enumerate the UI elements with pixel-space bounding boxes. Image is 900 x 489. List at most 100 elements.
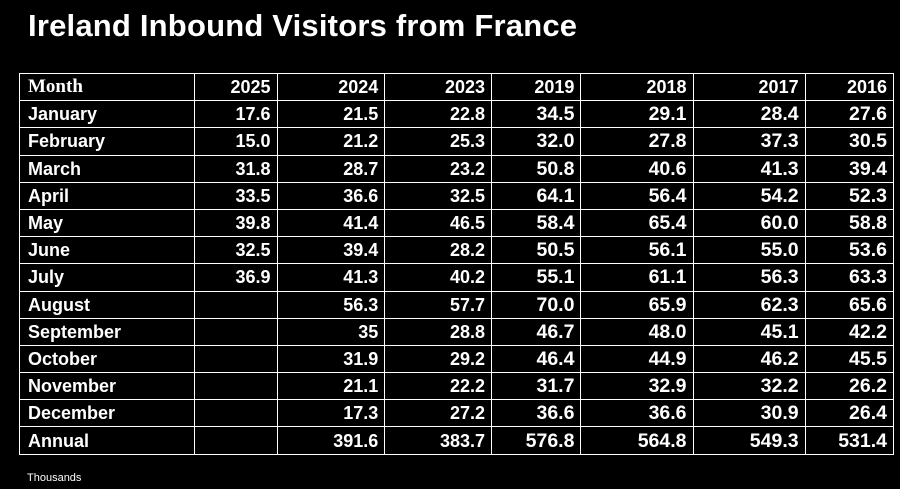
- value-cell: 32.5: [384, 181, 492, 210]
- value-cell: 23.2: [384, 154, 492, 183]
- value-cell: 549.3: [692, 426, 806, 455]
- value-cell: 60.0: [692, 208, 806, 238]
- value-cell: 63.3: [804, 263, 895, 292]
- year-column-header: 2024: [276, 72, 386, 102]
- value-cell: 56.1: [580, 236, 694, 265]
- year-column-header: 2025: [193, 72, 278, 102]
- table-row: May 39.8 41.4 46.5 58.4 65.4 60.0 58.8: [19, 208, 895, 238]
- value-cell: 64.1: [490, 181, 582, 210]
- table-row: January 17.6 21.5 22.8 34.5 29.1 28.4 27.6: [19, 100, 895, 129]
- value-cell: 33.5: [193, 181, 278, 210]
- value-cell: 21.1: [276, 372, 386, 401]
- value-cell: 50.5: [490, 236, 582, 265]
- value-cell: 25.3: [384, 127, 492, 156]
- value-cell: 46.7: [490, 317, 582, 346]
- value-cell: 35: [276, 317, 386, 346]
- value-cell: 30.9: [692, 399, 806, 428]
- value-cell: 46.5: [384, 208, 492, 238]
- value-cell: 383.7: [384, 426, 492, 455]
- value-cell: 45.5: [804, 344, 895, 374]
- table-row: March 31.8 28.7 23.2 50.8 40.6 41.3 39.4: [19, 154, 895, 183]
- value-cell: 57.7: [384, 290, 492, 319]
- value-cell: 32.9: [580, 372, 694, 401]
- value-cell: 65.9: [580, 290, 694, 319]
- value-cell: 56.3: [276, 290, 386, 319]
- value-cell: [193, 344, 278, 374]
- value-cell: 26.4: [804, 399, 895, 428]
- units-footnote: Thousands: [27, 472, 82, 484]
- value-cell: 22.8: [384, 100, 492, 129]
- value-cell: 32.0: [490, 127, 582, 156]
- value-cell: 531.4: [804, 426, 895, 455]
- value-cell: 28.2: [384, 236, 492, 265]
- value-cell: 44.9: [580, 344, 694, 374]
- value-cell: 56.4: [580, 181, 694, 210]
- value-cell: 15.0: [193, 127, 278, 156]
- value-cell: 17.6: [193, 100, 278, 129]
- table-row: Annual 391.6 383.7 576.8 564.8 549.3 531.4: [19, 426, 895, 455]
- value-cell: [193, 372, 278, 401]
- row-label: May: [19, 208, 195, 238]
- value-cell: 36.6: [276, 181, 386, 210]
- value-cell: [193, 399, 278, 428]
- value-cell: 34.5: [490, 100, 582, 129]
- value-cell: 36.6: [490, 399, 582, 428]
- month-column-header: Month: [19, 72, 195, 102]
- value-cell: [193, 317, 278, 346]
- value-cell: 28.7: [276, 154, 386, 183]
- value-cell: 40.2: [384, 263, 492, 292]
- row-label: July: [19, 263, 195, 292]
- table-row: October 31.9 29.2 46.4 44.9 46.2 45.5: [19, 344, 895, 374]
- value-cell: 48.0: [580, 317, 694, 346]
- value-cell: 29.1: [580, 100, 694, 129]
- value-cell: 39.4: [804, 154, 895, 183]
- year-column-header: 2018: [580, 72, 694, 102]
- row-label: March: [19, 154, 195, 183]
- value-cell: 37.3: [692, 127, 806, 156]
- row-label: Annual: [19, 426, 195, 455]
- value-cell: 54.2: [692, 181, 806, 210]
- table-row: August 56.3 57.7 70.0 65.9 62.3 65.6: [19, 290, 895, 319]
- value-cell: 32.5: [193, 236, 278, 265]
- value-cell: 22.2: [384, 372, 492, 401]
- row-label: September: [19, 317, 195, 346]
- year-column-header: 2023: [384, 72, 492, 102]
- value-cell: 28.8: [384, 317, 492, 346]
- value-cell: 52.3: [804, 181, 895, 210]
- value-cell: 39.4: [276, 236, 386, 265]
- value-cell: 32.2: [692, 372, 806, 401]
- value-cell: 27.2: [384, 399, 492, 428]
- table-row: November 21.1 22.2 31.7 32.9 32.2 26.2: [19, 372, 895, 401]
- value-cell: 70.0: [490, 290, 582, 319]
- value-cell: 31.9: [276, 344, 386, 374]
- table-body: January 17.6 21.5 22.8 34.5 29.1 28.4 27.6 Febru…: [19, 100, 895, 455]
- value-cell: 58.8: [804, 208, 895, 238]
- row-label: February: [19, 127, 195, 156]
- value-cell: 62.3: [692, 290, 806, 319]
- row-label: October: [19, 344, 195, 374]
- value-cell: 65.6: [804, 290, 895, 319]
- value-cell: 31.8: [193, 154, 278, 183]
- value-cell: 30.5: [804, 127, 895, 156]
- header-row: Month 2025 2024 2023 2019 2018 2017 2016: [19, 72, 895, 102]
- value-cell: 53.6: [804, 236, 895, 265]
- value-cell: 56.3: [692, 263, 806, 292]
- row-label: April: [19, 181, 195, 210]
- table-row: February 15.0 21.2 25.3 32.0 27.8 37.3 30.5: [19, 127, 895, 156]
- row-label: December: [19, 399, 195, 428]
- value-cell: 55.1: [490, 263, 582, 292]
- value-cell: 28.4: [692, 100, 806, 129]
- value-cell: 27.8: [580, 127, 694, 156]
- value-cell: 45.1: [692, 317, 806, 346]
- value-cell: 17.3: [276, 399, 386, 428]
- value-cell: 41.3: [692, 154, 806, 183]
- value-cell: 58.4: [490, 208, 582, 238]
- row-label: January: [19, 100, 195, 129]
- value-cell: 42.2: [804, 317, 895, 346]
- value-cell: 576.8: [490, 426, 582, 455]
- table-row: December 17.3 27.2 36.6 36.6 30.9 26.4: [19, 399, 895, 428]
- value-cell: 36.9: [193, 263, 278, 292]
- value-cell: 46.2: [692, 344, 806, 374]
- row-label: June: [19, 236, 195, 265]
- value-cell: 21.5: [276, 100, 386, 129]
